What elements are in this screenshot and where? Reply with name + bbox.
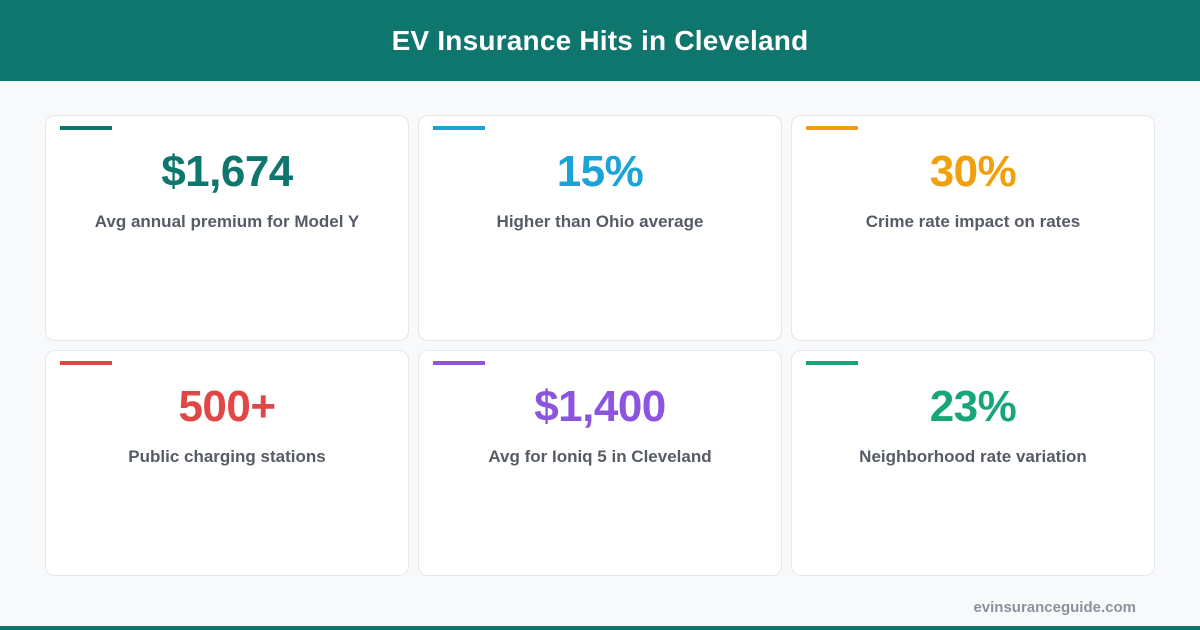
stat-label: Avg for Ioniq 5 in Cleveland xyxy=(488,447,712,466)
card-accent-bar xyxy=(60,126,112,130)
stat-label: Crime rate impact on rates xyxy=(865,212,1081,231)
card-accent-bar xyxy=(60,361,112,365)
card-accent-bar xyxy=(806,126,858,130)
stat-value: $1,400 xyxy=(534,382,666,431)
stat-card-ioniq-premium: $1,400 Avg for Ioniq 5 in Cleveland xyxy=(418,350,782,576)
site-url: evinsuranceguide.com xyxy=(973,599,1136,616)
card-accent-bar xyxy=(806,361,858,365)
stat-label: Neighborhood rate variation xyxy=(859,447,1087,466)
stat-card-neighborhood-variation: 23% Neighborhood rate variation xyxy=(791,350,1155,576)
card-accent-bar xyxy=(433,126,485,130)
card-accent-bar xyxy=(433,361,485,365)
stat-label: Higher than Ohio average xyxy=(496,212,704,231)
stat-card-model-y-premium: $1,674 Avg annual premium for Model Y xyxy=(45,115,409,341)
page-title: EV Insurance Hits in Cleveland xyxy=(391,24,809,56)
stat-card-charging-stations: 500+ Public charging stations xyxy=(45,350,409,576)
stat-label: Public charging stations xyxy=(128,447,326,466)
footer-bar xyxy=(0,626,1200,630)
header-banner: EV Insurance Hits in Cleveland xyxy=(0,0,1200,81)
stat-value: $1,674 xyxy=(161,147,293,196)
stat-value: 15% xyxy=(556,147,644,196)
stat-value: 30% xyxy=(929,147,1017,196)
stat-value: 23% xyxy=(929,382,1017,431)
stats-grid: $1,674 Avg annual premium for Model Y 15… xyxy=(45,115,1155,576)
stat-value: 500+ xyxy=(178,382,276,431)
stat-card-ohio-comparison: 15% Higher than Ohio average xyxy=(418,115,782,341)
stat-card-crime-impact: 30% Crime rate impact on rates xyxy=(791,115,1155,341)
stat-label: Avg annual premium for Model Y xyxy=(94,212,360,231)
